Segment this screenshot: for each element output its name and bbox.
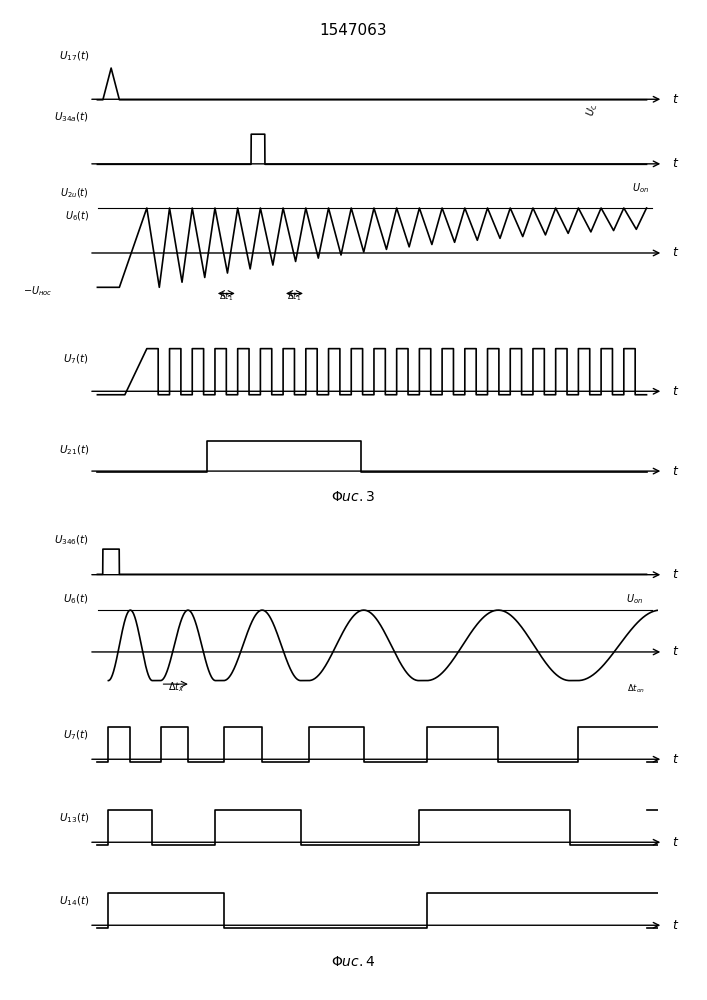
Text: $t$: $t$: [672, 246, 679, 259]
Text: $U_{13}(t)$: $U_{13}(t)$: [59, 812, 89, 825]
Text: $\Delta t_x$: $\Delta t_x$: [168, 680, 185, 694]
Text: $\Delta t_1$: $\Delta t_1$: [287, 291, 301, 303]
Text: $t$: $t$: [672, 645, 679, 658]
Text: $\Delta t_1$: $\Delta t_1$: [219, 291, 233, 303]
Text: $t$: $t$: [672, 385, 679, 398]
Text: $\Phi uc. 4$: $\Phi uc. 4$: [332, 955, 375, 969]
Text: $U_{on}$: $U_{on}$: [626, 592, 643, 606]
Text: $t$: $t$: [672, 465, 679, 478]
Text: $U_{C1}$: $U_{C1}$: [584, 97, 602, 118]
Text: $U_6(t)$: $U_6(t)$: [64, 592, 89, 606]
Text: $-U_{нос}$: $-U_{нос}$: [23, 284, 52, 298]
Text: 1547063: 1547063: [320, 23, 387, 38]
Text: $U_{2u}(t)$: $U_{2u}(t)$: [60, 186, 89, 200]
Text: $t$: $t$: [672, 568, 679, 581]
Text: $U_{14}(t)$: $U_{14}(t)$: [59, 895, 89, 908]
Text: $t$: $t$: [672, 157, 679, 170]
Text: $t$: $t$: [672, 836, 679, 849]
Text: $t$: $t$: [672, 919, 679, 932]
Text: $\Phi uc.3$: $\Phi uc.3$: [332, 490, 375, 504]
Text: $U_{21}(t)$: $U_{21}(t)$: [59, 443, 89, 457]
Text: $t$: $t$: [672, 753, 679, 766]
Text: $U_7(t)$: $U_7(t)$: [64, 353, 89, 366]
Text: $t$: $t$: [672, 93, 679, 106]
Text: $\Delta t_{on}$: $\Delta t_{on}$: [626, 682, 645, 695]
Text: $U_7(t)$: $U_7(t)$: [64, 729, 89, 742]
Text: $U_{17}(t)$: $U_{17}(t)$: [59, 49, 89, 63]
Text: $U_{346}(t)$: $U_{346}(t)$: [54, 533, 89, 547]
Text: $U_{on}$: $U_{on}$: [632, 181, 649, 195]
Text: $U_6(t)$: $U_6(t)$: [65, 210, 89, 223]
Text: $U_{34a}(t)$: $U_{34a}(t)$: [54, 111, 89, 124]
